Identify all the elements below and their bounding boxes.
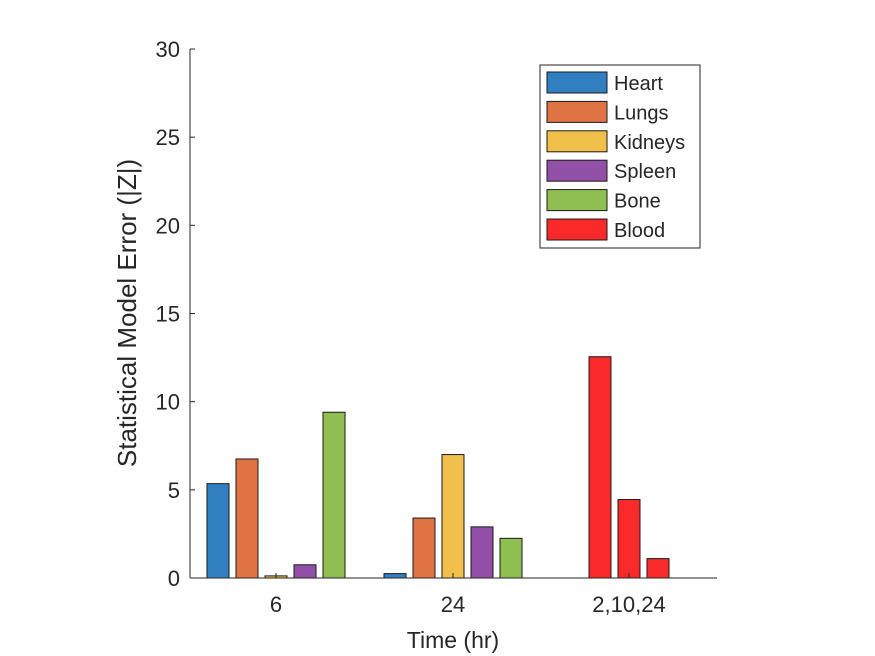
x-ticks: 6 24 2,10,24 — [270, 573, 666, 617]
legend-label-lungs: Lungs — [614, 102, 669, 124]
bar-spleen-group-1 — [470, 526, 494, 579]
legend-label-heart: Heart — [614, 73, 663, 95]
x-tick-label: 24 — [441, 592, 465, 617]
bar-bone-group-0 — [322, 411, 346, 579]
bar-blood-group-2 — [617, 499, 641, 579]
y-tick-label: 20 — [156, 213, 180, 238]
y-tick-label: 30 — [156, 37, 180, 62]
legend-swatch-blood — [546, 218, 608, 241]
bar-kidneys-group-1 — [441, 454, 465, 579]
y-tick-label: 5 — [168, 478, 180, 503]
bar-spleen-group-0 — [293, 564, 317, 579]
legend-box — [539, 64, 701, 249]
bar-blood-group-2 — [588, 356, 612, 579]
legend-swatch-spleen — [546, 159, 608, 182]
y-tick-label: 0 — [168, 566, 180, 591]
y-tick-label: 25 — [156, 125, 180, 150]
bars-layer — [206, 356, 670, 579]
legend-label-blood: Blood — [614, 220, 665, 242]
legend-swatch-kidneys — [546, 130, 608, 153]
bar-lungs-group-1 — [412, 517, 436, 579]
x-axis-label: Time (hr) — [407, 627, 499, 653]
y-ticks: 0 5 10 15 20 25 30 — [156, 37, 195, 591]
legend: Heart Lungs Kidneys Spleen Bone Blood — [539, 64, 701, 249]
y-axis-label: Statistical Model Error (|Z|) — [112, 159, 142, 467]
bar-heart-group-0 — [206, 483, 230, 579]
legend-swatch-bone — [546, 189, 608, 212]
x-tick-label: 2,10,24 — [592, 592, 665, 617]
legend-label-kidneys: Kidneys — [614, 132, 685, 154]
bar-lungs-group-0 — [235, 458, 259, 579]
legend-swatch-heart — [546, 71, 608, 94]
bar-bone-group-1 — [499, 537, 523, 579]
x-tick-label: 6 — [270, 592, 282, 617]
bar-blood-group-2 — [646, 558, 670, 579]
legend-label-bone: Bone — [614, 191, 661, 213]
y-tick-label: 15 — [156, 302, 180, 327]
legend-label-spleen: Spleen — [614, 161, 676, 183]
legend-swatch-lungs — [546, 100, 608, 123]
y-tick-label: 10 — [156, 390, 180, 415]
bar-heart-group-1 — [383, 573, 407, 579]
